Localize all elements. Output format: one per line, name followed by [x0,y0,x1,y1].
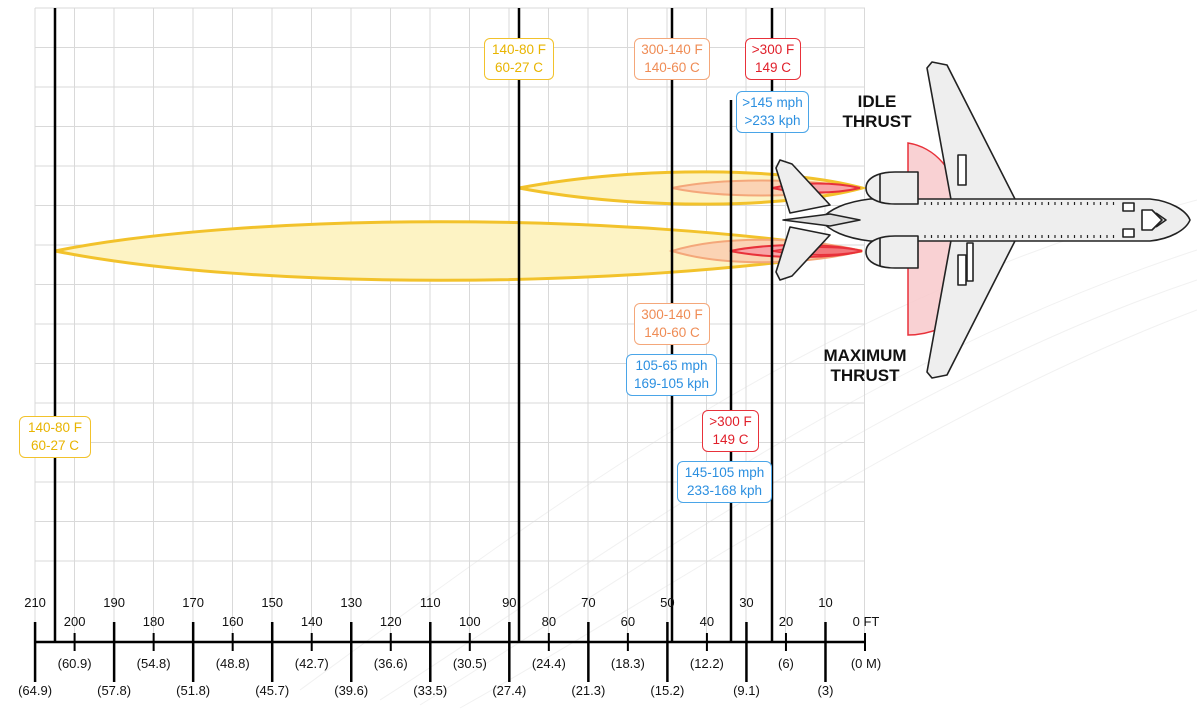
tick-label-m: (42.7) [295,656,329,671]
tick-label-m: (3) [818,683,834,698]
tail-fin [782,213,861,227]
tick-label-ft: 90 [502,595,516,610]
tick-label-ft: 20 [779,614,793,629]
max-speed-high-kph: 233-168 kph [686,483,763,498]
max-red-temp-c: 149 C [712,432,749,447]
tick-label-ft: 10 [818,595,832,610]
upper-door [1122,202,1135,212]
tick-label-ft: 200 [64,614,86,629]
idle-thrust-label: IDLE THRUST [842,92,912,131]
idle-red-temp-c: 149 C [754,60,792,75]
maximum-thrust-contours [54,220,863,282]
idle-speed-kph: >233 kph [744,113,801,128]
tick-label-m: (27.4) [492,683,526,698]
max-yellow-zone-label: 140-80 F 60-27 C [19,416,91,458]
max-speed-low-label: 105-65 mph 169-105 kph [626,354,717,396]
idle-yellow-temp-c: 60-27 C [494,60,544,75]
tick-label-m: (24.4) [532,656,566,671]
tick-label-ft: 60 [621,614,635,629]
max-speed-high-mph: 145-105 mph [684,465,765,480]
tick-label-m: (18.3) [611,656,645,671]
idle-yellow-zone-label: 140-80 F 60-27 C [484,38,554,80]
max-orange-zone-label: 300-140 F 140-60 C [634,303,710,345]
tick-label-m: (30.5) [453,656,487,671]
maximum-thrust-label: MAXIMUM THRUST [823,346,907,385]
lower-engine [865,235,919,269]
tick-label-ft: 180 [143,614,165,629]
tick-label-m: (54.8) [137,656,171,671]
max-red-temp-f: >300 F [709,414,752,429]
tick-label-m: (15.2) [650,683,684,698]
tick-label-m: (36.6) [374,656,408,671]
lower-stabilizer [775,226,831,281]
tick-label-ft: 80 [542,614,556,629]
tick-label-m: (6) [778,656,794,671]
tick-label-ft: 120 [380,614,402,629]
idle-speed-mph: >145 mph [742,95,803,110]
tick-label-m: (9.1) [733,683,760,698]
max-red-zone-label: >300 F 149 C [702,410,759,452]
tick-label-m: (64.9) [18,683,52,698]
cabin-windows [924,202,1115,238]
idle-red-zone-label: >300 F 149 C [745,38,801,80]
aircraft-icon [775,61,1191,379]
idle-orange-zone-label: 300-140 F 140-60 C [634,38,710,80]
tick-label-m: (60.9) [58,656,92,671]
tick-label-m: (33.5) [413,683,447,698]
lower-door [1122,228,1135,238]
tick-label-ft: 100 [459,614,481,629]
max-orange-temp-f: 300-140 F [641,307,703,322]
tick-label-ft: 190 [103,595,125,610]
cockpit-windows [1141,209,1163,231]
idle-orange-temp-f: 300-140 F [641,42,703,57]
max-orange-temp-c: 140-60 C [644,325,700,340]
max-yellow-temp-f: 140-80 F [27,420,83,435]
upper-stabilizer [775,159,831,214]
max-speed-low-kph: 169-105 kph [633,376,710,391]
idle-red-temp-f: >300 F [751,42,795,57]
tick-label-ft: 50 [660,595,674,610]
tick-label-m: (0 M) [851,656,881,671]
tick-label-m: (45.7) [255,683,289,698]
tick-label-ft: 0 FT [853,614,880,629]
tick-label-ft: 140 [301,614,323,629]
tick-label-ft: 30 [739,595,753,610]
max-speed-low-mph: 105-65 mph [635,358,708,373]
tick-label-m: (12.2) [690,656,724,671]
tick-label-m: (21.3) [571,683,605,698]
idle-speed-label: >145 mph >233 kph [736,91,809,133]
max-speed-high-label: 145-105 mph 233-168 kph [677,461,772,503]
tick-label-m: (39.6) [334,683,368,698]
tick-label-m: (57.8) [97,683,131,698]
tick-label-m: (48.8) [216,656,250,671]
tick-label-ft: 130 [340,595,362,610]
max-yellow-temp-c: 60-27 C [30,438,80,453]
tick-label-ft: 70 [581,595,595,610]
tick-label-ft: 110 [420,595,441,610]
tick-label-ft: 160 [222,614,244,629]
tick-label-ft: 150 [261,595,283,610]
idle-yellow-temp-f: 140-80 F [491,42,547,57]
tick-label-ft: 210 [24,595,46,610]
tick-label-ft: 40 [700,614,714,629]
tick-label-ft: 170 [182,595,204,610]
fuselage [819,198,1191,242]
upper-engine [865,171,919,205]
tick-label-m: (51.8) [176,683,210,698]
idle-orange-temp-c: 140-60 C [644,60,700,75]
distance-axis: 210 (64.9) 190 (57.8) 170 (51.8) 150 (45.7) 130 (… [18,595,881,698]
